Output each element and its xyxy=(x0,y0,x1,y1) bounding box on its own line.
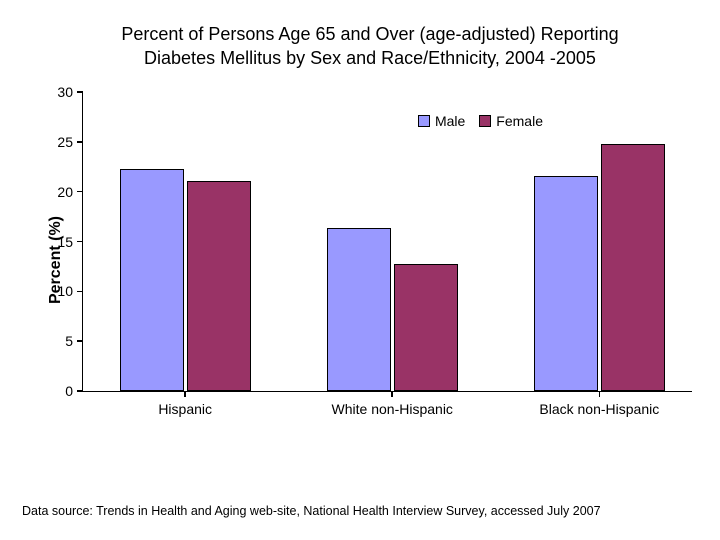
y-tick xyxy=(77,191,83,193)
chart-title: Percent of Persons Age 65 and Over (age-… xyxy=(60,22,680,71)
legend-swatch xyxy=(418,115,430,127)
bar-group: White non-Hispanic xyxy=(327,92,461,391)
data-source-footer: Data source: Trends in Health and Aging … xyxy=(22,504,601,518)
y-tick-label: 10 xyxy=(57,283,73,299)
y-tick xyxy=(77,340,83,342)
y-tick-label: 25 xyxy=(57,134,73,150)
y-tick xyxy=(77,141,83,143)
legend-label: Female xyxy=(496,113,543,129)
bar xyxy=(187,181,251,391)
plot-region: Hispanic White non-Hispanic Black non-Hisp… xyxy=(82,92,692,392)
y-tick xyxy=(77,291,83,293)
y-tick-label: 30 xyxy=(57,84,73,100)
bar xyxy=(601,144,665,391)
category-label: White non-Hispanic xyxy=(332,401,453,417)
bar-group: Black non-Hispanic xyxy=(534,92,668,391)
legend-label: Male xyxy=(435,113,465,129)
y-tick-label: 5 xyxy=(65,333,73,349)
title-line-2: Diabetes Mellitus by Sex and Race/Ethnic… xyxy=(144,48,596,68)
legend: Male Female xyxy=(418,113,543,129)
bar xyxy=(120,169,184,391)
x-tick xyxy=(599,391,601,397)
category-label: Hispanic xyxy=(158,401,212,417)
y-tick xyxy=(77,241,83,243)
title-line-1: Percent of Persons Age 65 and Over (age-… xyxy=(121,24,618,44)
y-tick xyxy=(77,390,83,392)
bar xyxy=(394,264,458,391)
x-tick xyxy=(391,391,393,397)
legend-item: Male xyxy=(418,113,465,129)
bar xyxy=(534,176,598,391)
bar xyxy=(327,228,391,391)
bar-group: Hispanic xyxy=(120,92,254,391)
legend-item: Female xyxy=(479,113,543,129)
y-tick xyxy=(77,91,83,93)
chart-area: Percent (%) HispanicWhite non-HispanicBl… xyxy=(22,92,700,428)
x-tick xyxy=(184,391,186,397)
bars-layer: Hispanic White non-Hispanic Black non-Hisp… xyxy=(83,92,692,391)
y-tick-label: 0 xyxy=(65,383,73,399)
category-label: Black non-Hispanic xyxy=(539,401,659,417)
y-tick-label: 15 xyxy=(57,234,73,250)
legend-swatch xyxy=(479,115,491,127)
y-tick-label: 20 xyxy=(57,184,73,200)
